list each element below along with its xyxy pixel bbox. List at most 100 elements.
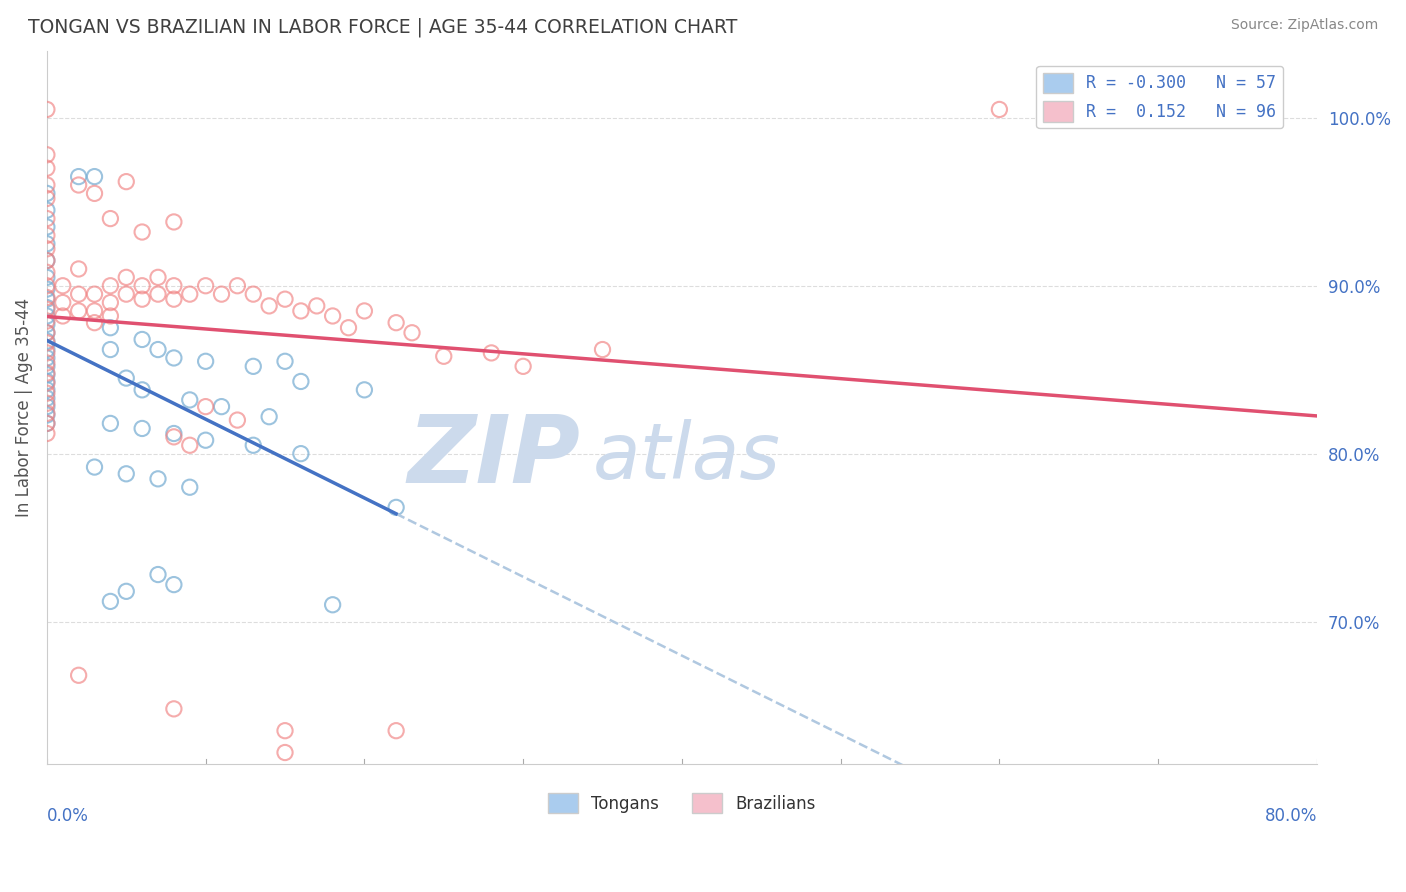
Point xyxy=(988,103,1011,117)
Point xyxy=(35,334,58,348)
Point xyxy=(115,175,138,189)
Point xyxy=(163,426,186,441)
Point xyxy=(35,161,58,176)
Y-axis label: In Labor Force | Age 35-44: In Labor Force | Age 35-44 xyxy=(15,298,32,517)
Point xyxy=(131,421,153,435)
Point xyxy=(52,295,75,310)
Text: atlas: atlas xyxy=(593,419,780,495)
Point xyxy=(83,186,105,201)
Point xyxy=(226,278,249,293)
Point xyxy=(100,309,122,323)
Point xyxy=(290,304,312,318)
Point xyxy=(146,343,169,357)
Point xyxy=(35,242,58,256)
Point xyxy=(35,396,58,410)
Point xyxy=(131,225,153,239)
Point xyxy=(35,203,58,218)
Point xyxy=(115,287,138,301)
Point xyxy=(146,567,169,582)
Point xyxy=(146,472,169,486)
Point xyxy=(163,702,186,716)
Point xyxy=(100,211,122,226)
Point xyxy=(35,309,58,323)
Point xyxy=(242,287,264,301)
Point xyxy=(211,400,233,414)
Point xyxy=(67,287,90,301)
Point xyxy=(163,292,186,306)
Point xyxy=(35,292,58,306)
Point xyxy=(163,215,186,229)
Point xyxy=(35,228,58,243)
Point xyxy=(35,383,58,397)
Point xyxy=(35,426,58,441)
Point xyxy=(83,460,105,475)
Point xyxy=(433,349,456,363)
Point xyxy=(35,375,58,389)
Point xyxy=(211,287,233,301)
Point xyxy=(83,304,105,318)
Point xyxy=(163,351,186,365)
Point xyxy=(115,371,138,385)
Point xyxy=(353,383,375,397)
Point xyxy=(35,406,58,420)
Point xyxy=(35,400,58,414)
Point xyxy=(179,287,201,301)
Point xyxy=(194,400,217,414)
Text: TONGAN VS BRAZILIAN IN LABOR FORCE | AGE 35-44 CORRELATION CHART: TONGAN VS BRAZILIAN IN LABOR FORCE | AGE… xyxy=(28,18,738,37)
Point xyxy=(52,278,75,293)
Point xyxy=(479,346,502,360)
Point xyxy=(35,270,58,285)
Point xyxy=(67,178,90,192)
Point xyxy=(385,723,408,738)
Point xyxy=(146,287,169,301)
Point xyxy=(592,343,614,357)
Text: 0.0%: 0.0% xyxy=(46,807,89,825)
Point xyxy=(385,316,408,330)
Point xyxy=(35,178,58,192)
Point xyxy=(35,326,58,340)
Point xyxy=(35,417,58,431)
Point xyxy=(512,359,534,374)
Point xyxy=(35,368,58,382)
Point xyxy=(35,359,58,374)
Point xyxy=(35,302,58,317)
Point xyxy=(100,295,122,310)
Point xyxy=(226,413,249,427)
Point xyxy=(35,219,58,234)
Point xyxy=(194,278,217,293)
Point xyxy=(67,304,90,318)
Point xyxy=(35,236,58,251)
Point xyxy=(322,309,344,323)
Point xyxy=(35,351,58,365)
Point xyxy=(194,434,217,448)
Point xyxy=(146,270,169,285)
Point xyxy=(290,447,312,461)
Text: ZIP: ZIP xyxy=(408,411,581,503)
Point xyxy=(163,577,186,591)
Point xyxy=(131,292,153,306)
Point xyxy=(100,343,122,357)
Point xyxy=(337,320,360,334)
Point xyxy=(385,500,408,515)
Legend: Tongans, Brazilians: Tongans, Brazilians xyxy=(541,787,823,820)
Point xyxy=(35,148,58,162)
Point xyxy=(35,386,58,401)
Point xyxy=(115,467,138,481)
Point xyxy=(179,438,201,452)
Point xyxy=(35,408,58,422)
Point xyxy=(274,292,297,306)
Point xyxy=(100,320,122,334)
Point xyxy=(35,318,58,332)
Point xyxy=(67,169,90,184)
Point xyxy=(83,316,105,330)
Point xyxy=(35,417,58,431)
Point xyxy=(274,723,297,738)
Point xyxy=(35,346,58,360)
Point xyxy=(35,291,58,305)
Point xyxy=(305,299,328,313)
Point xyxy=(131,383,153,397)
Point xyxy=(35,278,58,293)
Point xyxy=(163,278,186,293)
Point xyxy=(257,409,280,424)
Text: Source: ZipAtlas.com: Source: ZipAtlas.com xyxy=(1230,18,1378,32)
